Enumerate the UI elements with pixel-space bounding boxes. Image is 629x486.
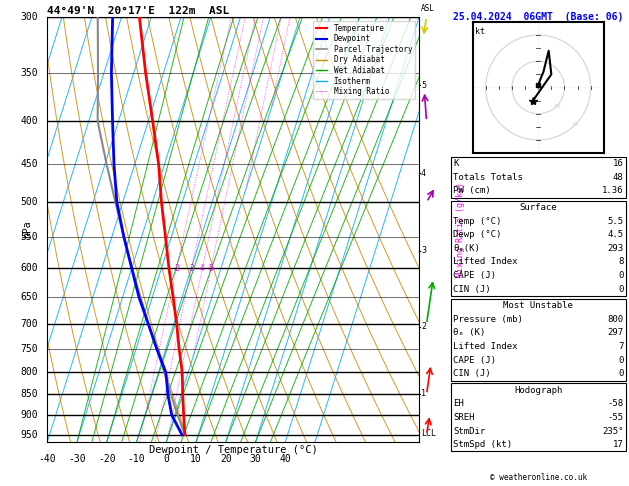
Text: 1: 1 <box>421 389 426 399</box>
Text: 5: 5 <box>209 264 213 273</box>
Text: 8: 8 <box>618 258 623 266</box>
Text: 950: 950 <box>20 430 38 440</box>
Text: 0: 0 <box>164 454 169 465</box>
Text: kt: kt <box>476 27 485 36</box>
Text: 0: 0 <box>618 271 623 280</box>
Text: 400: 400 <box>20 116 38 126</box>
Text: 297: 297 <box>607 329 623 337</box>
Text: StmSpd (kt): StmSpd (kt) <box>453 440 512 449</box>
Text: CAPE (J): CAPE (J) <box>453 271 496 280</box>
Text: -30: -30 <box>68 454 86 465</box>
Text: StmDir: StmDir <box>453 427 486 435</box>
Text: 850: 850 <box>20 389 38 399</box>
Text: 20: 20 <box>572 122 579 127</box>
Text: 7: 7 <box>618 342 623 351</box>
Text: 293: 293 <box>607 244 623 253</box>
Text: 4: 4 <box>421 169 426 178</box>
Text: 3: 3 <box>421 246 426 255</box>
Text: 235°: 235° <box>602 427 623 435</box>
Text: Surface: Surface <box>520 203 557 212</box>
Text: 600: 600 <box>20 263 38 273</box>
Text: θₑ(K): θₑ(K) <box>453 244 480 253</box>
Text: Lifted Index: Lifted Index <box>453 342 518 351</box>
Text: 1.36: 1.36 <box>602 187 623 195</box>
Text: 900: 900 <box>20 410 38 420</box>
Text: Mixing Ratio (g/kg): Mixing Ratio (g/kg) <box>455 182 464 277</box>
Text: Totals Totals: Totals Totals <box>453 173 523 182</box>
Text: 4: 4 <box>200 264 204 273</box>
Text: CIN (J): CIN (J) <box>453 285 491 294</box>
X-axis label: Dewpoint / Temperature (°C): Dewpoint / Temperature (°C) <box>148 445 318 455</box>
Text: 2: 2 <box>174 264 179 273</box>
Text: 25.04.2024  06GMT  (Base: 06): 25.04.2024 06GMT (Base: 06) <box>453 12 623 22</box>
Legend: Temperature, Dewpoint, Parcel Trajectory, Dry Adiabat, Wet Adiabat, Isotherm, Mi: Temperature, Dewpoint, Parcel Trajectory… <box>313 21 415 99</box>
Text: 3: 3 <box>189 264 194 273</box>
Text: 40: 40 <box>279 454 291 465</box>
Text: 2: 2 <box>421 322 426 331</box>
Text: 10: 10 <box>553 104 560 108</box>
Text: 17: 17 <box>613 440 623 449</box>
Text: 5: 5 <box>421 81 426 89</box>
Text: 800: 800 <box>607 315 623 324</box>
Text: 700: 700 <box>20 319 38 329</box>
Text: 350: 350 <box>20 68 38 78</box>
Text: 550: 550 <box>20 232 38 242</box>
Text: SREH: SREH <box>453 413 474 422</box>
Text: Dewp (°C): Dewp (°C) <box>453 230 501 239</box>
Text: Lifted Index: Lifted Index <box>453 258 518 266</box>
Text: Hodograph: Hodograph <box>514 386 562 395</box>
Text: -58: -58 <box>607 399 623 408</box>
Text: 450: 450 <box>20 159 38 169</box>
Text: 10: 10 <box>190 454 202 465</box>
Text: 0: 0 <box>618 369 623 378</box>
Text: EH: EH <box>453 399 464 408</box>
Text: 750: 750 <box>20 344 38 354</box>
Text: 0: 0 <box>618 356 623 364</box>
Text: Most Unstable: Most Unstable <box>503 301 573 310</box>
Text: -20: -20 <box>98 454 116 465</box>
Text: K: K <box>453 159 459 168</box>
Text: 300: 300 <box>20 12 38 22</box>
Text: LCL: LCL <box>421 430 436 438</box>
Text: CIN (J): CIN (J) <box>453 369 491 378</box>
Text: Pressure (mb): Pressure (mb) <box>453 315 523 324</box>
Text: CAPE (J): CAPE (J) <box>453 356 496 364</box>
Text: 16: 16 <box>613 159 623 168</box>
Text: 650: 650 <box>20 292 38 302</box>
Text: 48: 48 <box>613 173 623 182</box>
Text: 800: 800 <box>20 367 38 378</box>
Text: -10: -10 <box>128 454 145 465</box>
Text: 500: 500 <box>20 197 38 207</box>
Text: -40: -40 <box>38 454 56 465</box>
Text: 20: 20 <box>220 454 231 465</box>
Text: 5.5: 5.5 <box>607 217 623 226</box>
Text: -55: -55 <box>607 413 623 422</box>
Text: PW (cm): PW (cm) <box>453 187 491 195</box>
Text: © weatheronline.co.uk: © weatheronline.co.uk <box>489 473 587 482</box>
Text: 44°49'N  20°17'E  122m  ASL: 44°49'N 20°17'E 122m ASL <box>47 6 230 16</box>
Text: Temp (°C): Temp (°C) <box>453 217 501 226</box>
Text: 0: 0 <box>618 285 623 294</box>
Text: km
ASL: km ASL <box>421 0 435 13</box>
Text: 30: 30 <box>250 454 261 465</box>
Text: θₑ (K): θₑ (K) <box>453 329 486 337</box>
Text: hPa: hPa <box>22 221 31 239</box>
Text: 4.5: 4.5 <box>607 230 623 239</box>
